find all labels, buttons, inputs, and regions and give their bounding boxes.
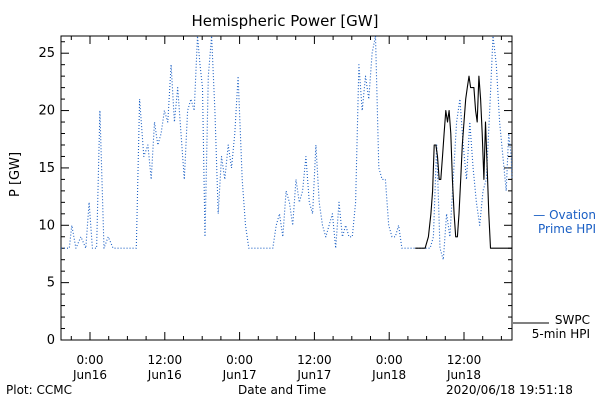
y-tick-label: 10 [38,218,55,233]
x-tick-date-label: Jun16 [72,368,107,382]
y-tick-label: 20 [38,104,55,119]
x-axis-ticks: 0:00Jun1612:00Jun160:00Jun1712:00Jun170:… [70,36,502,382]
y-tick-label: 15 [38,161,55,176]
plot-credit: Plot: CCMC [6,383,72,397]
y-axis-label: P [GW] [8,151,23,197]
x-tick-label: 0:00 [226,353,253,367]
y-tick-label: 5 [47,276,55,291]
x-tick-label: 12:00 [297,353,332,367]
x-tick-date-label: Jun17 [296,368,331,382]
x-tick-label: 0:00 [376,353,403,367]
x-axis-label: Date and Time [238,383,327,397]
x-tick-label: 0:00 [77,353,104,367]
x-tick-label: 12:00 [148,353,183,367]
legend-ovation-line1: Ovation [549,208,596,222]
plot-frame [60,35,513,341]
legend-swpc: SWPC 5-min HPI [512,313,590,341]
x-tick-date-label: Jun17 [222,368,257,382]
ovation-prime-series [61,35,513,261]
swpc-hpi-series [415,75,512,249]
chart-series [61,35,513,261]
x-tick-label: 12:00 [447,353,482,367]
legend-ovation-line2: Prime HPI [538,222,596,236]
legend-ovation-dash: — [533,208,550,222]
plot-timestamp: 2020/06/18 19:51:18 [446,383,573,397]
x-tick-date-label: Jun18 [371,368,406,382]
x-tick-date-label: Jun16 [147,368,182,382]
x-tick-date-label: Jun18 [446,368,481,382]
legend-swpc-line2: 5-min HPI [531,327,590,341]
legend-swpc-line1: SWPC [554,313,590,327]
y-tick-label: 25 [38,46,55,61]
legend-ovation: — Ovation Prime HPI [512,208,596,236]
y-axis-ticks: 0 5 10 15 20 25 [38,41,512,348]
y-tick-label: 0 [47,333,55,348]
chart-title: Hemispheric Power [GW] [191,12,379,30]
